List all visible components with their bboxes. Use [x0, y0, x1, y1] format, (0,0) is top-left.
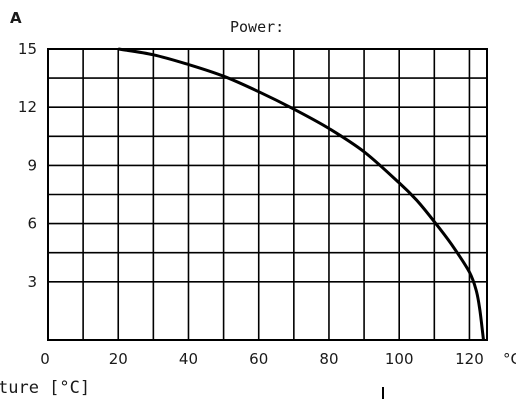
y-tick-label: 6	[27, 215, 37, 233]
x-tick-labels: 0 20 40 60 80 100 120	[40, 350, 484, 368]
x-tick-label: 80	[319, 350, 338, 368]
x-tick-label: 20	[109, 350, 128, 368]
x-tick-label: 40	[179, 350, 198, 368]
chart-title: Power:	[230, 18, 284, 36]
y-tick-label: 12	[18, 98, 37, 116]
x-axis-label: ture [°C]	[0, 378, 90, 398]
x-tick-label: 60	[249, 350, 268, 368]
y-tick-label: 15	[18, 40, 37, 58]
x-tick-label: 100	[385, 350, 414, 368]
x-tick-label: 120	[455, 350, 484, 368]
plot-frame	[47, 48, 488, 341]
x-tick-label: 0	[40, 350, 50, 368]
x-axis-unit: °C	[503, 350, 516, 368]
y-tick-labels: 3 6 9 12 15	[18, 40, 37, 291]
y-tick-label: 9	[27, 156, 37, 174]
grid-lines	[48, 49, 487, 340]
series-line	[117, 47, 485, 341]
y-axis-unit: A	[10, 9, 22, 27]
y-tick-label: 3	[27, 273, 37, 291]
